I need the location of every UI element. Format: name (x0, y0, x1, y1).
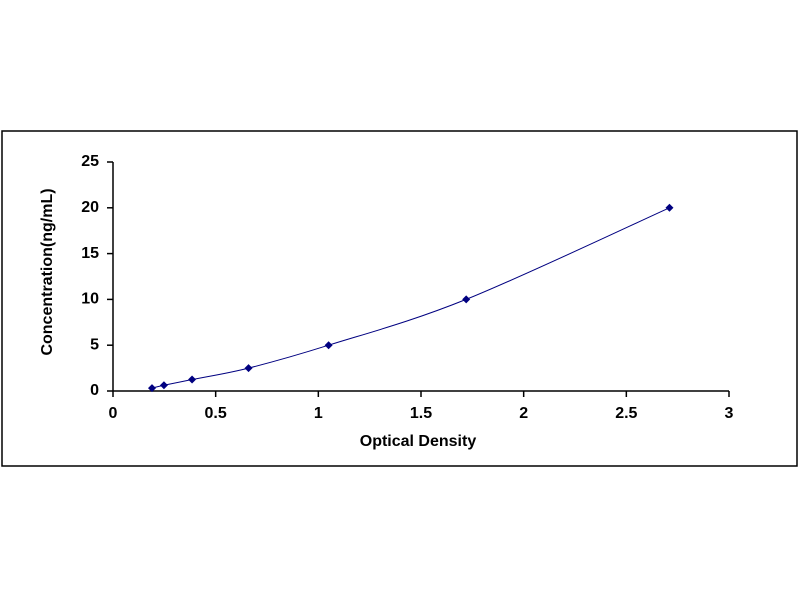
y-axis-label: Concentration(ng/mL) (39, 188, 56, 355)
x-tick-label: 0 (109, 405, 118, 422)
point (665, 203, 674, 212)
x-tick-label: 1.5 (410, 405, 432, 422)
y-tick-label: 5 (90, 336, 99, 353)
x-tick-label: 3 (725, 405, 734, 422)
y-tick-label: 25 (81, 153, 99, 170)
chart-frame (1, 130, 798, 467)
curve (151, 207, 670, 389)
x-tick-label: 1 (314, 405, 323, 422)
y-tick-label: 10 (81, 291, 99, 308)
x-tick-label: 2 (519, 405, 528, 422)
point (244, 364, 253, 373)
point (188, 375, 197, 384)
point (462, 295, 471, 304)
point (148, 384, 157, 393)
point (159, 381, 168, 390)
y-tick-label: 20 (81, 199, 99, 216)
x-tick-label: 0.5 (205, 405, 227, 422)
x-tick-label: 2.5 (615, 405, 637, 422)
y-tick-label: 0 (90, 382, 99, 399)
y-tick-label: 15 (81, 245, 99, 262)
x-axis-label: Optical Density (360, 433, 477, 450)
point (324, 341, 333, 350)
